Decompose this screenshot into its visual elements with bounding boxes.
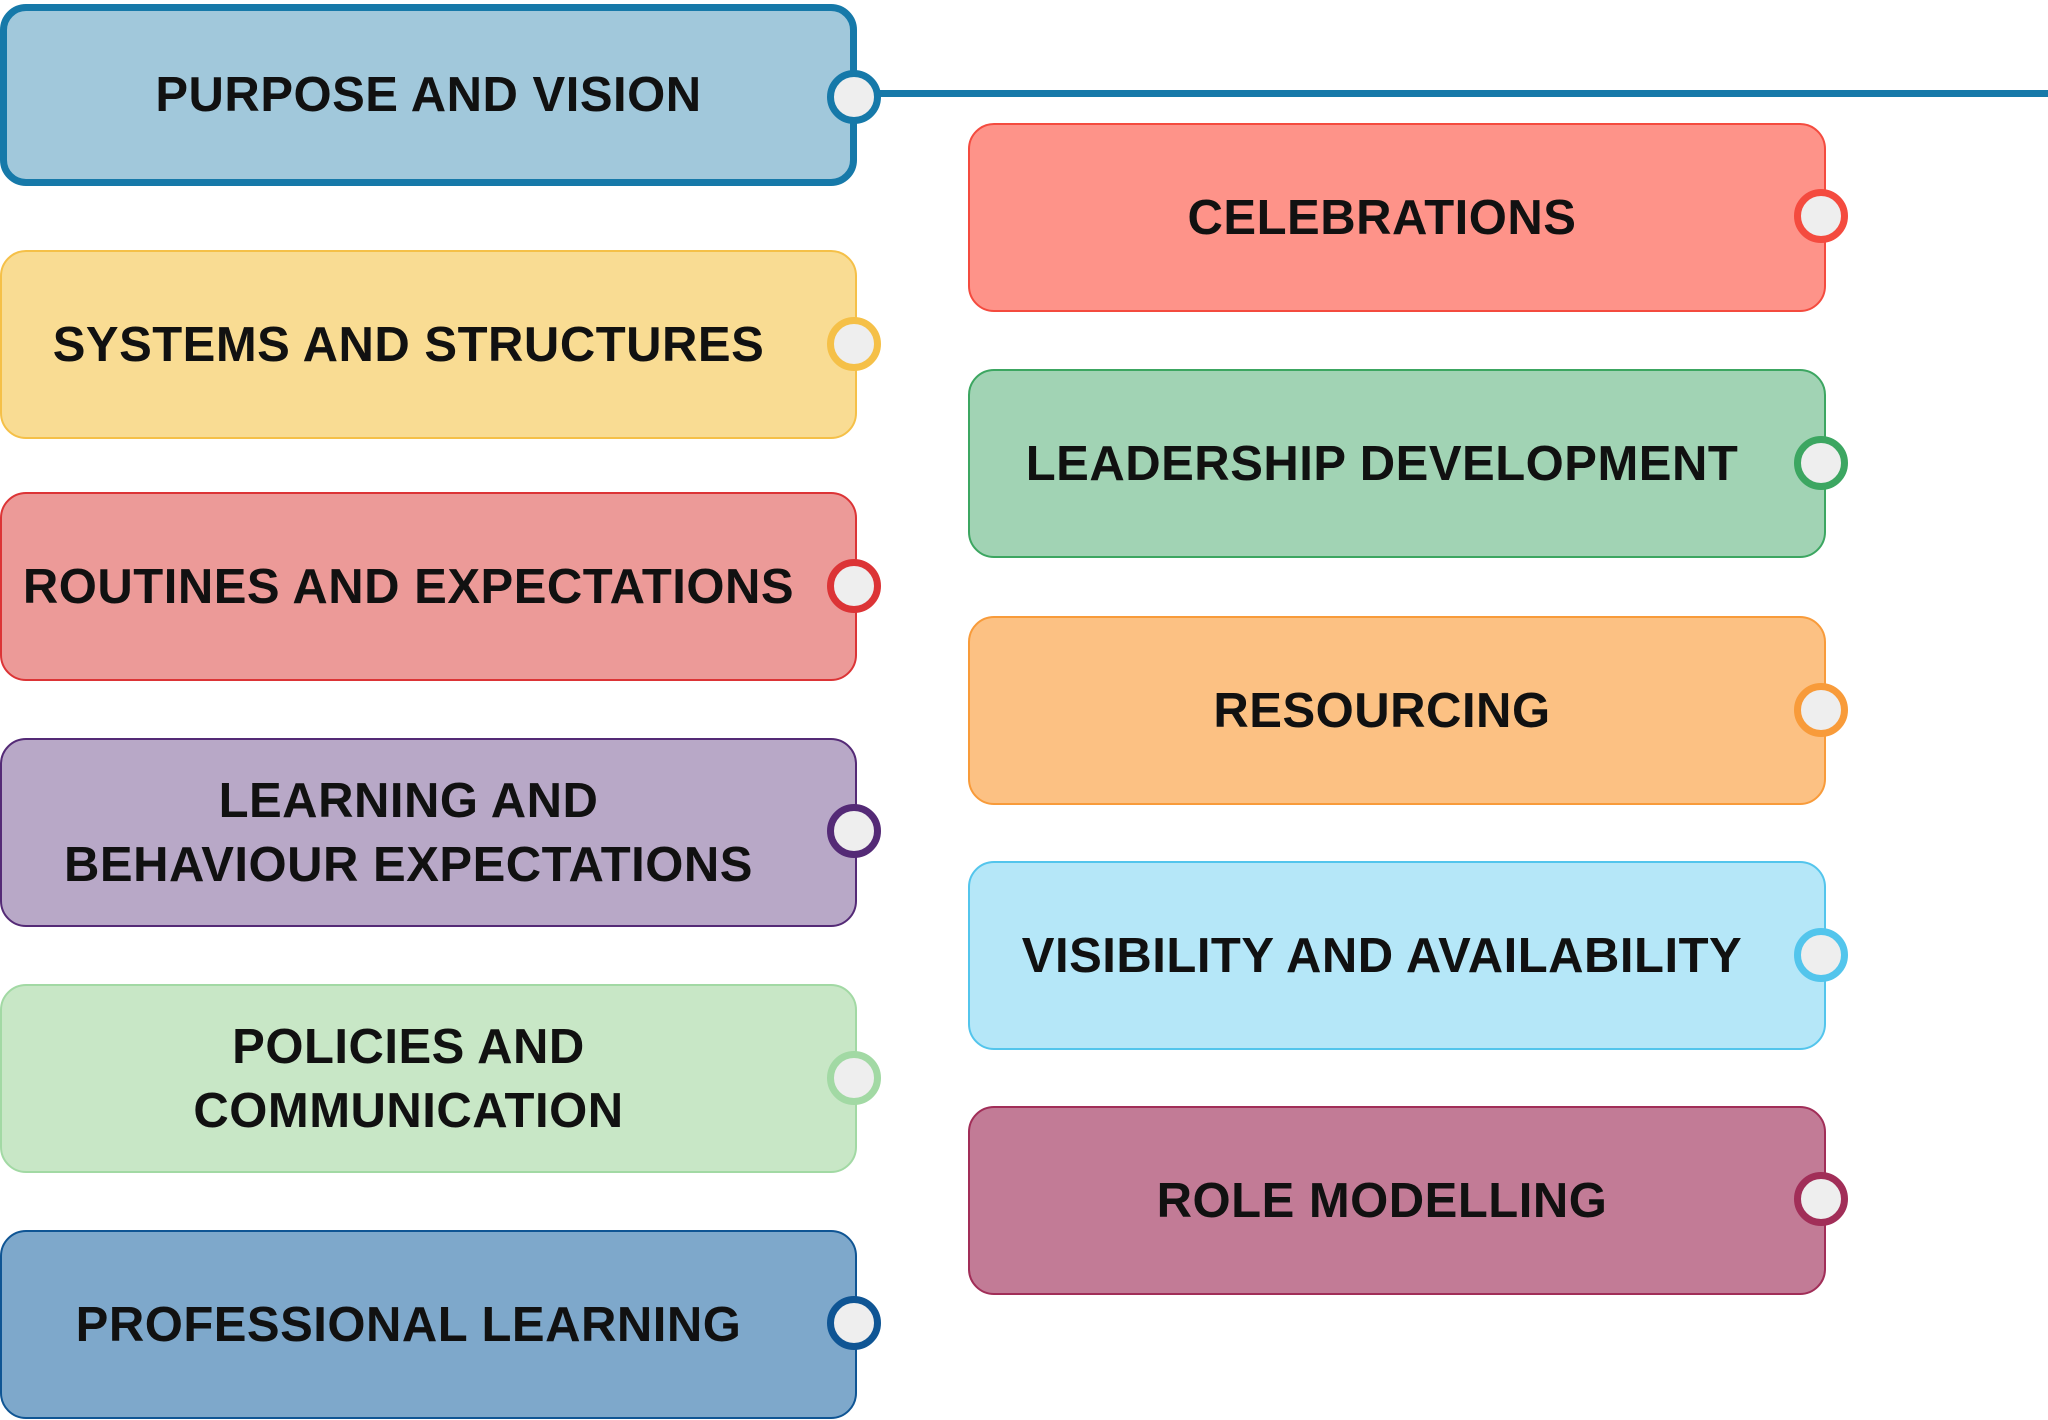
card-label: CELEBRATIONS [1187, 190, 1577, 245]
card-resourcing[interactable]: RESOURCING [968, 616, 1826, 805]
node-purpose-and-vision[interactable] [827, 70, 881, 124]
card-professional-learning[interactable]: PROFESSIONAL LEARNING [0, 1230, 857, 1419]
card-label: VISIBILITY AND AVAILABILITY [1021, 928, 1743, 983]
card-visibility-and-availability[interactable]: VISIBILITY AND AVAILABILITY [968, 861, 1826, 1050]
card-label: POLICIES AND COMMUNICATION [193, 1019, 624, 1138]
card-learning-and-behaviour-expectations[interactable]: LEARNING AND BEHAVIOUR EXPECTATIONS [0, 738, 857, 927]
node-role-modelling[interactable] [1794, 1172, 1848, 1226]
node-learning-and-behaviour-expectations[interactable] [827, 804, 881, 858]
card-label: LEARNING AND BEHAVIOUR EXPECTATIONS [64, 773, 753, 892]
card-policies-and-communication[interactable]: POLICIES AND COMMUNICATION [0, 984, 857, 1173]
node-professional-learning[interactable] [827, 1296, 881, 1350]
connector-line [870, 90, 2048, 97]
card-label: PROFESSIONAL LEARNING [75, 1297, 742, 1352]
card-celebrations[interactable]: CELEBRATIONS [968, 123, 1826, 312]
card-systems-and-structures[interactable]: SYSTEMS AND STRUCTURES [0, 250, 857, 439]
card-role-modelling[interactable]: ROLE MODELLING [968, 1106, 1826, 1295]
card-label: SYSTEMS AND STRUCTURES [52, 317, 765, 372]
card-label: PURPOSE AND VISION [155, 68, 702, 122]
card-routines-and-expectations[interactable]: ROUTINES AND EXPECTATIONS [0, 492, 857, 681]
card-leadership-development[interactable]: LEADERSHIP DEVELOPMENT [968, 369, 1826, 558]
card-label: LEADERSHIP DEVELOPMENT [1025, 436, 1739, 491]
node-routines-and-expectations[interactable] [827, 559, 881, 613]
card-purpose-and-vision[interactable]: PURPOSE AND VISION [0, 4, 857, 186]
node-systems-and-structures[interactable] [827, 317, 881, 371]
card-label: ROLE MODELLING [1156, 1173, 1608, 1228]
card-label: RESOURCING [1213, 683, 1551, 738]
node-visibility-and-availability[interactable] [1794, 928, 1848, 982]
node-leadership-development[interactable] [1794, 436, 1848, 490]
card-label: ROUTINES AND EXPECTATIONS [22, 559, 795, 614]
node-policies-and-communication[interactable] [827, 1051, 881, 1105]
node-celebrations[interactable] [1794, 189, 1848, 243]
node-resourcing[interactable] [1794, 683, 1848, 737]
